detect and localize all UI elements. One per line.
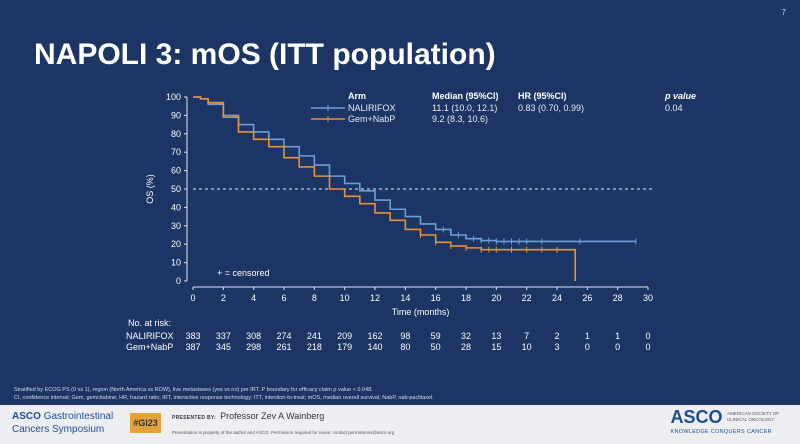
at-risk-value: 13 — [491, 331, 501, 341]
footer: ASCO Gastrointestinal Cancers Symposium … — [0, 405, 800, 444]
y-tick-label: 80 — [171, 129, 181, 139]
copyright-notice: Presentation is property of the author a… — [172, 430, 395, 435]
y-tick-label: 50 — [171, 184, 181, 194]
at-risk-value: 28 — [461, 342, 471, 352]
y-tick-label: 20 — [171, 239, 181, 249]
x-tick-label: 0 — [190, 293, 195, 303]
event-logo-line2: Cancers Symposium — [12, 424, 105, 435]
legend-header-hr: HR (95%CI) — [518, 91, 567, 101]
slide-title: NAPOLI 3: mOS (ITT population) — [34, 38, 496, 71]
at-risk-value: 15 — [491, 342, 501, 352]
at-risk-value: 32 — [461, 331, 471, 341]
x-tick-label: 2 — [221, 293, 226, 303]
at-risk-value: 1 — [585, 331, 590, 341]
asco-wordmark: ASCO — [670, 407, 723, 427]
at-risk-value: 241 — [307, 331, 322, 341]
x-tick-label: 16 — [431, 293, 441, 303]
x-tick-label: 28 — [613, 293, 623, 303]
x-tick-label: 30 — [643, 293, 653, 303]
event-logo: ASCO Gastrointestinal Cancers Symposium — [12, 410, 113, 436]
at-risk-value: 140 — [367, 342, 382, 352]
y-tick-label: 100 — [166, 92, 181, 102]
asco-tagline: KNOWLEDGE CONQUERS CANCER — [670, 429, 772, 435]
at-risk-value: 274 — [276, 331, 291, 341]
at-risk-value: 218 — [307, 342, 322, 352]
x-tick-label: 22 — [522, 293, 532, 303]
event-logo-bold: ASCO — [12, 411, 41, 422]
x-tick-label: 24 — [552, 293, 562, 303]
x-tick-label: 4 — [251, 293, 256, 303]
y-tick-label: 60 — [171, 166, 181, 176]
at-risk-value: 7 — [524, 331, 529, 341]
at-risk-value: 0 — [645, 342, 650, 352]
at-risk-value: 209 — [337, 331, 352, 341]
y-axis-label: OS (%) — [145, 174, 155, 204]
x-axis-label: Time (months) — [392, 307, 450, 317]
at-risk-value: 387 — [185, 342, 200, 352]
footnote: Stratified by ECOG PS (0 vs 1), region (… — [14, 387, 373, 393]
at-risk-value: 261 — [276, 342, 291, 352]
y-tick-label: 0 — [176, 276, 181, 286]
at-risk-value: 298 — [246, 342, 261, 352]
at-risk-value: 98 — [400, 331, 410, 341]
legend-arm: NALIRIFOX — [348, 103, 396, 113]
legend-header-arm: Arm — [348, 91, 366, 101]
y-tick-label: 40 — [171, 202, 181, 212]
legend-median: 11.1 (10.0, 12.1) — [432, 103, 497, 113]
y-tick-label: 70 — [171, 147, 181, 157]
y-tick-label: 10 — [171, 258, 181, 268]
x-tick-label: 8 — [312, 293, 317, 303]
at-risk-value: 179 — [337, 342, 352, 352]
presenter-name: Professor Zev A Wainberg — [220, 411, 325, 421]
footnote: CI, confidence interval; Gem, gemcitabin… — [14, 395, 434, 401]
at-risk-value: 337 — [216, 331, 231, 341]
at-risk-label: No. at risk: — [128, 318, 171, 328]
x-tick-label: 6 — [281, 293, 286, 303]
at-risk-arm: Gem+NabP — [126, 342, 173, 352]
x-tick-label: 20 — [491, 293, 501, 303]
legend-median: 9.2 (8.3, 10.6) — [432, 114, 488, 124]
slide-number: 7 — [781, 8, 786, 17]
legend-header-p: p value — [664, 91, 696, 101]
at-risk-value: 308 — [246, 331, 261, 341]
x-tick-label: 10 — [340, 293, 350, 303]
x-tick-label: 26 — [582, 293, 592, 303]
y-tick-label: 90 — [171, 110, 181, 120]
presenter: PRESENTED BY: Professor Zev A Wainberg — [172, 411, 324, 421]
at-risk-value: 1 — [615, 331, 620, 341]
at-risk-value: 80 — [400, 342, 410, 352]
x-tick-label: 14 — [400, 293, 410, 303]
x-tick-label: 18 — [461, 293, 471, 303]
legend-arm: Gem+NabP — [348, 114, 395, 124]
at-risk-value: 383 — [185, 331, 200, 341]
at-risk-value: 10 — [522, 342, 532, 352]
at-risk-value: 0 — [585, 342, 590, 352]
at-risk-value: 345 — [216, 342, 231, 352]
at-risk-value: 0 — [645, 331, 650, 341]
legend-header-median: Median (95%CI) — [432, 91, 499, 101]
hashtag-badge: #GI23 — [130, 413, 161, 433]
footnotes: Stratified by ECOG PS (0 vs 1), region (… — [14, 386, 434, 402]
at-risk-value: 162 — [367, 331, 382, 341]
at-risk-value: 0 — [615, 342, 620, 352]
at-risk-value: 2 — [554, 331, 559, 341]
at-risk-value: 3 — [554, 342, 559, 352]
asco-society: AMERICAN SOCIETY OF CLINICAL ONCOLOGY — [727, 411, 780, 422]
event-logo-line1: Gastrointestinal — [43, 411, 114, 422]
asco-logo: ASCO AMERICAN SOCIETY OF CLINICAL ONCOLO… — [671, 408, 782, 436]
at-risk-arm: NALIRIFOX — [126, 331, 174, 341]
x-tick-label: 12 — [370, 293, 380, 303]
y-tick-label: 30 — [171, 221, 181, 231]
at-risk-value: 50 — [431, 342, 441, 352]
legend-hr: 0.83 (0.70, 0.99) — [518, 103, 584, 113]
km-curve-nalirifox — [193, 96, 636, 243]
censored-note: + = censored — [217, 268, 270, 278]
presented-by-label: PRESENTED BY: — [172, 415, 217, 421]
legend-p: 0.04 — [665, 103, 683, 113]
at-risk-value: 59 — [431, 331, 441, 341]
